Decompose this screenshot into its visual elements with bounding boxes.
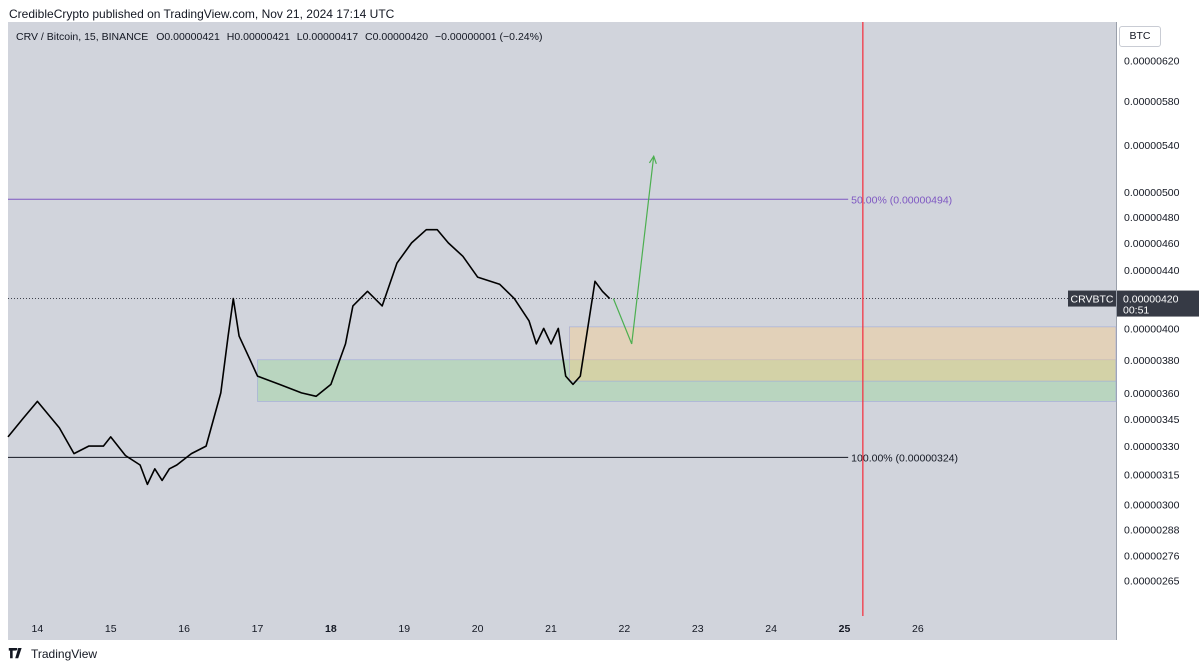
y-tick-label: 0.00000380 [1124, 355, 1180, 367]
y-tick-label: 0.00000460 [1124, 238, 1180, 250]
price-badge-value: 0.00000420 [1123, 294, 1179, 306]
fib-layer: 50.00% (0.00000494) 100.00% (0.00000324) [8, 194, 958, 464]
projection-arrow [612, 156, 655, 345]
symbol-label[interactable]: CRV / Bitcoin, 15, BINANCE [16, 31, 149, 43]
y-tick-label: 0.00000540 [1124, 140, 1180, 152]
x-tick-label: 26 [912, 623, 924, 635]
y-tick-label: 0.00000330 [1124, 441, 1180, 453]
y-tick-label: 0.00000300 [1124, 499, 1180, 511]
open-value: 0.00000421 [164, 31, 220, 43]
close-value: 0.00000420 [372, 31, 429, 43]
low-label: L [296, 31, 303, 43]
zone-demand [257, 359, 1117, 402]
ohlc-legend: CRV / Bitcoin, 15, BINANCE O0.00000421 H… [16, 31, 542, 43]
projection-layer [612, 154, 657, 345]
y-tick-label: 0.00000360 [1124, 388, 1180, 400]
y-tick-label: 0.00000500 [1124, 187, 1180, 199]
footer-brand[interactable]: TradingView [8, 647, 97, 661]
open-label: O [156, 31, 165, 43]
x-tick-label: 19 [398, 623, 410, 635]
publish-header: CredibleCrypto published on TradingView.… [9, 7, 395, 21]
x-tick-label: 17 [252, 623, 264, 635]
x-tick-label: 22 [619, 623, 631, 635]
price-badge-countdown: 00:51 [1123, 305, 1149, 317]
change-value: −0.00000001 (−0.24%) [435, 31, 543, 43]
fib-label-1: 100.00% (0.00000324) [851, 452, 958, 464]
symbol-badge-label: CRVBTC [1071, 294, 1114, 306]
y-tick-label: 0.00000315 [1124, 470, 1180, 482]
y-tick-label: 0.00000400 [1124, 323, 1180, 335]
chart-pane[interactable] [8, 22, 1116, 640]
x-tick-label: 24 [765, 623, 777, 635]
high-value: 0.00000421 [234, 31, 290, 43]
y-tick-label: 0.00000440 [1124, 265, 1180, 277]
y-tick-label: 0.00000276 [1124, 550, 1180, 562]
series-layer [7, 228, 1116, 486]
high-label: H [226, 31, 235, 43]
symbol-badge [1068, 290, 1116, 307]
price-badge [1117, 290, 1199, 317]
x-tick-label: 18 [325, 623, 337, 635]
footer-brand-label: TradingView [31, 647, 98, 661]
currency-button[interactable]: BTC [1119, 26, 1161, 47]
fib-label-0: 50.00% (0.00000494) [851, 194, 952, 206]
y-tick-label: 0.00000288 [1124, 524, 1180, 536]
x-tick-label: 23 [692, 623, 704, 635]
price-scale[interactable] [1116, 22, 1200, 640]
close-label: C [365, 31, 373, 43]
y-axis: 0.00000620 0.00000580 0.00000540 0.00000500… [1124, 55, 1180, 587]
x-tick-label: 15 [105, 623, 117, 635]
x-tick-label: 14 [32, 623, 44, 635]
y-tick-label: 0.00000345 [1124, 414, 1180, 426]
x-tick-label: 21 [545, 623, 557, 635]
zone-target [569, 326, 1117, 382]
y-tick-label: 0.00000580 [1124, 96, 1180, 108]
y-tick-label: 0.00000480 [1124, 212, 1180, 224]
x-tick-label: 16 [178, 623, 190, 635]
y-tick-label: 0.00000620 [1124, 55, 1180, 67]
y-tick-label: 0.00000265 [1124, 575, 1180, 587]
x-tick-label: 20 [472, 623, 484, 635]
price-series-line [7, 228, 611, 486]
low-value: 0.00000417 [302, 31, 359, 43]
x-axis: 14 15 16 17 18 19 20 21 22 23 24 25 26 [32, 623, 924, 635]
x-tick-label: 25 [839, 623, 851, 635]
zones-layer [257, 326, 1117, 402]
projection-arrowhead [648, 154, 657, 164]
tradingview-logo-icon [8, 648, 22, 659]
